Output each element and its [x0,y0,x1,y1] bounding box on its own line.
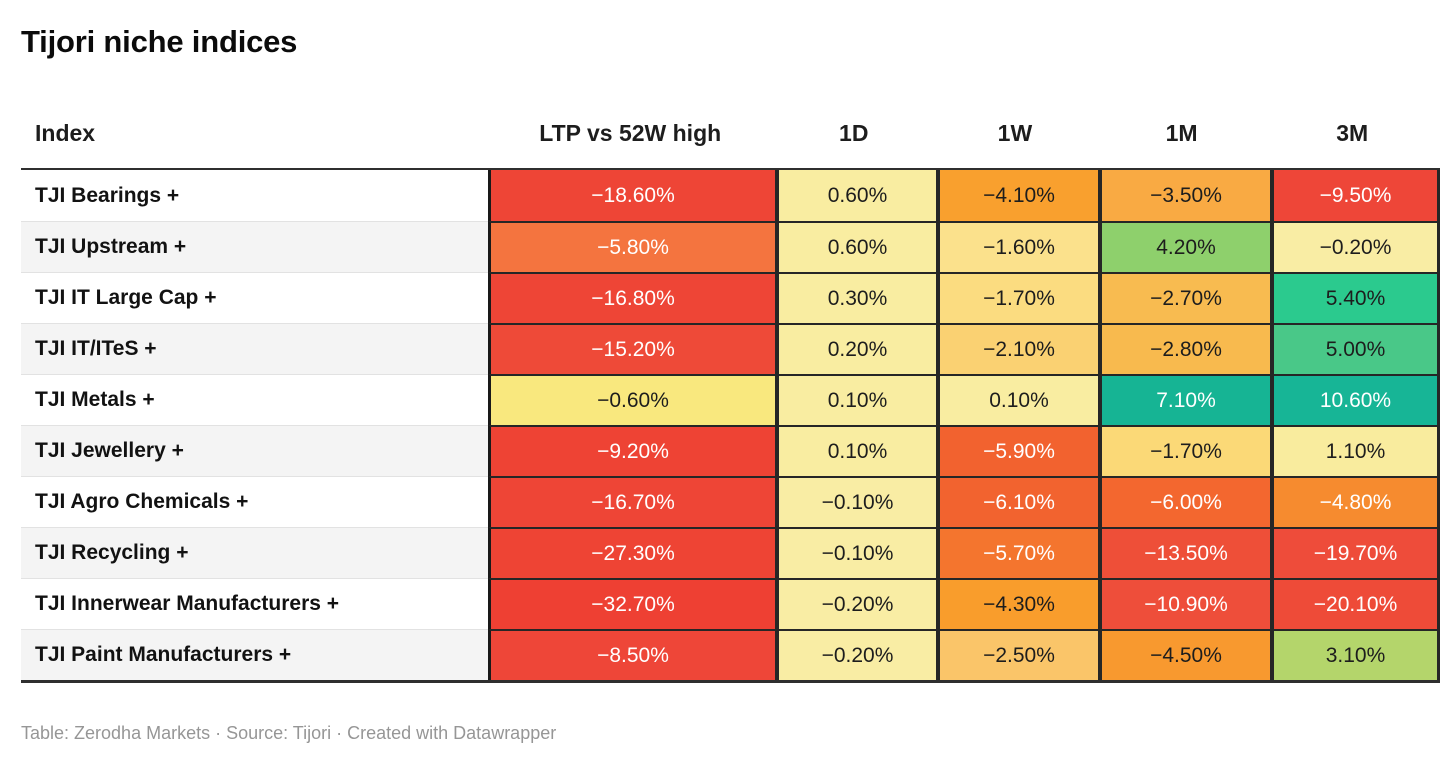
column-header-ltp-vs-52w-high: LTP vs 52W high [539,119,722,146]
value-cell-ltp: −8.50% [488,629,775,680]
page-title: Tijori niche indices [21,24,298,59]
value-cell-1w: −1.70% [936,272,1098,323]
index-name-expandable[interactable]: TJI Jewellery + [21,425,488,476]
table-row: TJI Recycling + −27.30% −0.10% −5.70% −13.50… [21,527,1440,578]
index-name-expandable[interactable]: TJI Recycling + [21,527,488,578]
index-name-expandable[interactable]: TJI Bearings + [21,170,488,221]
footer-attribution: Table: Zerodha Markets · Source: Tijori … [21,723,557,743]
value-cell-1m: −6.00% [1098,476,1270,527]
value-cell-ltp: −32.70% [488,578,775,629]
value-cell-ltp: −16.70% [488,476,775,527]
column-header-index: Index [35,119,96,146]
value-cell-1w: 0.10% [936,374,1098,425]
value-cell-1d: 0.60% [775,170,936,221]
value-cell-1m: −13.50% [1098,527,1270,578]
value-cell-ltp: −16.80% [488,272,775,323]
table-row: TJI Metals + −0.60% 0.10% 0.10% 7.10% 10.60% [21,374,1440,425]
value-cell-ltp: −5.80% [488,221,775,272]
index-name-expandable[interactable]: TJI Agro Chemicals + [21,476,488,527]
page: Tijori niche indices Index LTP vs 52W hi… [21,24,1440,743]
value-cell-3m: −9.50% [1270,170,1440,221]
value-cell-1d: 0.20% [775,323,936,374]
value-cell-3m: 3.10% [1270,629,1440,680]
table-row: TJI Innerwear Manufacturers + −32.70% −0.2… [21,578,1440,629]
value-cell-1d: −0.10% [775,527,936,578]
value-cell-1m: 7.10% [1098,374,1270,425]
column-header-1w: 1W [997,119,1033,146]
index-name-expandable[interactable]: TJI Metals + [21,374,488,425]
value-cell-ltp: −9.20% [488,425,775,476]
value-cell-ltp: −27.30% [488,527,775,578]
column-header-3m: 3M [1336,119,1369,146]
value-cell-1m: −4.50% [1098,629,1270,680]
value-cell-1w: −2.50% [936,629,1098,680]
table-row: TJI Upstream + −5.80% 0.60% −1.60% 4.20% −0.2… [21,221,1440,272]
value-cell-1w: −5.90% [936,425,1098,476]
value-cell-1w: −1.60% [936,221,1098,272]
table-header: Index LTP vs 52W high 1D 1W 1M 3M [21,112,1437,154]
column-header-1d: 1D [839,119,869,146]
value-cell-1d: −0.20% [775,578,936,629]
index-name-expandable[interactable]: TJI Upstream + [21,221,488,272]
value-cell-1d: −0.10% [775,476,936,527]
table-row: TJI IT Large Cap + −16.80% 0.30% −1.70% −2.7… [21,272,1440,323]
table-row: TJI IT/ITeS + −15.20% 0.20% −2.10% −2.80% 5.0… [21,323,1440,374]
value-cell-1w: −5.70% [936,527,1098,578]
column-header-1m: 1M [1165,119,1198,146]
value-cell-3m: −19.70% [1270,527,1440,578]
value-cell-1w: −2.10% [936,323,1098,374]
value-cell-1m: −10.90% [1098,578,1270,629]
table-row: TJI Bearings + −18.60% 0.60% −4.10% −3.50% −9… [21,170,1440,221]
value-cell-ltp: −0.60% [488,374,775,425]
value-cell-1m: −2.70% [1098,272,1270,323]
value-cell-1d: 0.10% [775,425,936,476]
value-cell-1w: −4.10% [936,170,1098,221]
value-cell-3m: −4.80% [1270,476,1440,527]
value-cell-ltp: −15.20% [488,323,775,374]
index-name-expandable[interactable]: TJI Innerwear Manufacturers + [21,578,488,629]
value-cell-1w: −6.10% [936,476,1098,527]
table-body: TJI Bearings + −18.60% 0.60% −4.10% −3.50% −9… [21,168,1440,683]
value-cell-1m: −3.50% [1098,170,1270,221]
value-cell-3m: 5.40% [1270,272,1440,323]
value-cell-ltp: −18.60% [488,170,775,221]
value-cell-1d: −0.20% [775,629,936,680]
value-cell-3m: 10.60% [1270,374,1440,425]
value-cell-1m: −1.70% [1098,425,1270,476]
index-name-expandable[interactable]: TJI IT/ITeS + [21,323,488,374]
value-cell-1w: −4.30% [936,578,1098,629]
table-row: TJI Jewellery + −9.20% 0.10% −5.90% −1.70% 1.… [21,425,1440,476]
value-cell-3m: 1.10% [1270,425,1440,476]
table-row: TJI Agro Chemicals + −16.70% −0.10% −6.10% −… [21,476,1440,527]
value-cell-1m: 4.20% [1098,221,1270,272]
value-cell-1d: 0.30% [775,272,936,323]
value-cell-3m: −0.20% [1270,221,1440,272]
index-name-expandable[interactable]: TJI IT Large Cap + [21,272,488,323]
value-cell-1d: 0.60% [775,221,936,272]
value-cell-3m: −20.10% [1270,578,1440,629]
index-name-expandable[interactable]: TJI Paint Manufacturers + [21,629,488,680]
table-row: TJI Paint Manufacturers + −8.50% −0.20% −2.… [21,629,1440,680]
value-cell-1m: −2.80% [1098,323,1270,374]
value-cell-3m: 5.00% [1270,323,1440,374]
value-cell-1d: 0.10% [775,374,936,425]
